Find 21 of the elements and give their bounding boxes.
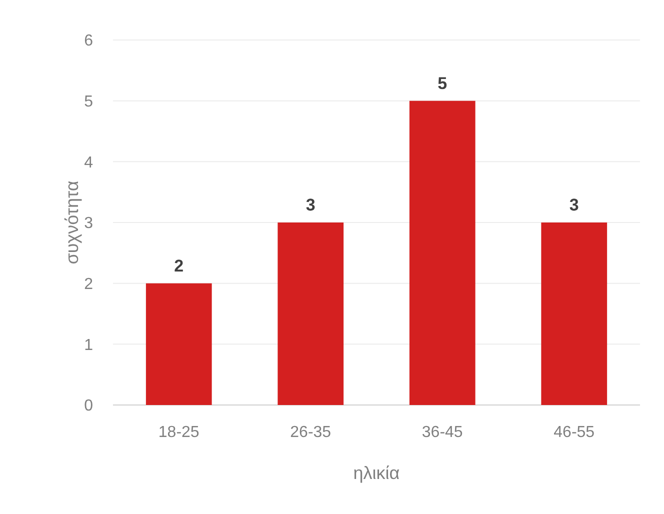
- x-tick-label: 18-25: [158, 424, 200, 441]
- x-tick-label: 26-35: [290, 424, 332, 441]
- y-tick-label: 3: [84, 215, 94, 232]
- data-label: 5: [438, 74, 448, 93]
- bar: [409, 100, 476, 405]
- x-tick-label: 46-55: [554, 424, 595, 441]
- x-tick-label: 36-45: [422, 424, 463, 441]
- y-axis-title: συχνότητα: [62, 180, 82, 264]
- y-tick-label: 2: [84, 276, 94, 293]
- x-axis-title: ηλικία: [353, 463, 400, 483]
- bar: [541, 222, 608, 405]
- bar: [146, 283, 212, 405]
- y-tick-label: 0: [84, 398, 94, 415]
- y-tick-label: 6: [84, 32, 94, 50]
- y-tick-label: 5: [84, 93, 94, 110]
- bar: [278, 222, 344, 405]
- data-label: 3: [306, 196, 316, 214]
- data-label: 3: [569, 196, 579, 214]
- y-tick-label: 1: [84, 336, 94, 354]
- y-tick-label: 4: [84, 154, 94, 172]
- data-label: 2: [174, 256, 184, 276]
